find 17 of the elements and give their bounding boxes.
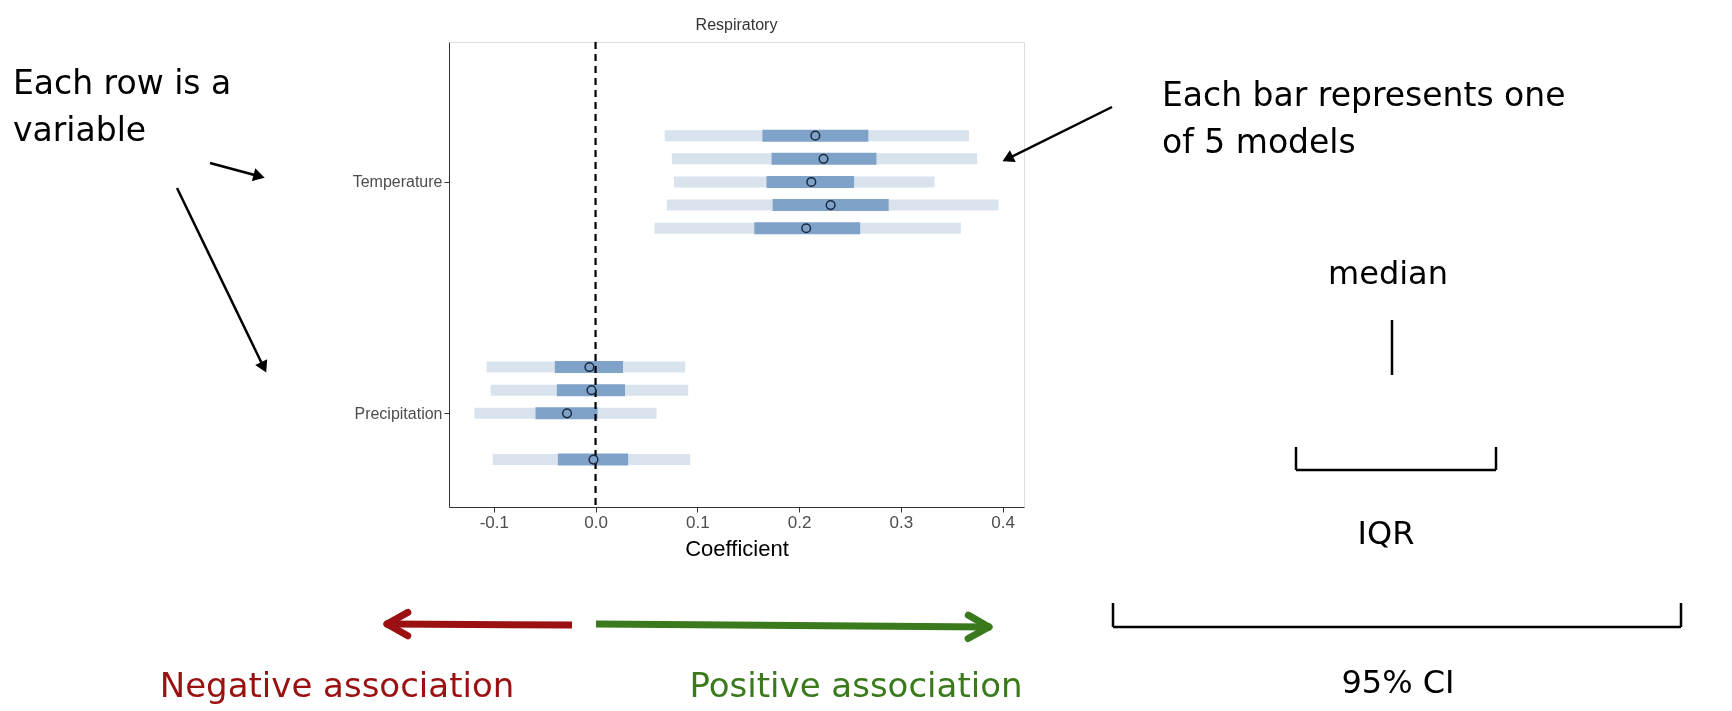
text: Positive association (689, 665, 1023, 705)
x-tick-label: 0.4 (991, 512, 1015, 532)
text: Each bar represents one of 5 models (1162, 75, 1566, 161)
y-tick-label: Temperature (352, 173, 443, 191)
text: Each row is a variable (13, 63, 232, 149)
y-tick-label: Precipitation (354, 404, 443, 422)
text: median (1328, 254, 1448, 292)
x-axis-title: Coefficient (685, 535, 789, 561)
text: 95% CI (1341, 663, 1455, 701)
x-tick-label: 0.0 (584, 512, 608, 532)
chart-title: Respiratory (695, 15, 778, 33)
x-tick-label: -0.1 (479, 512, 509, 532)
x-tick-label: 0.1 (686, 512, 710, 532)
x-tick-label: 0.2 (787, 512, 812, 532)
text: Negative association (159, 665, 515, 705)
text: IQR (1357, 514, 1415, 552)
x-tick-label: 0.3 (889, 512, 914, 532)
